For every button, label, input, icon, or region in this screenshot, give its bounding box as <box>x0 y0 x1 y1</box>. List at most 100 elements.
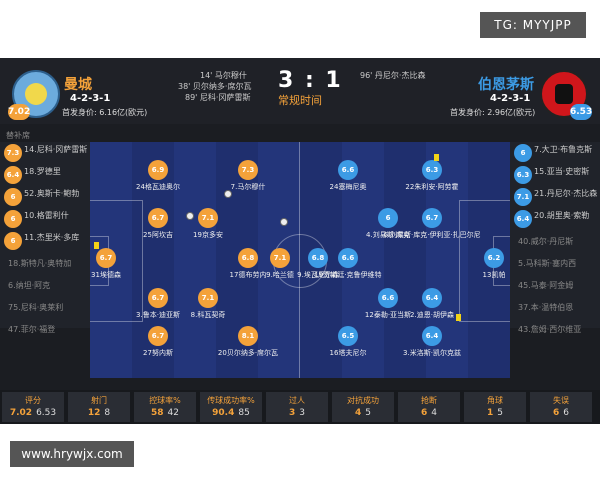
away-player-rating[interactable]: 6.3 <box>422 160 442 180</box>
stat-cell: 过人 3 3 <box>266 392 328 422</box>
stat-cell: 控球率% 58 42 <box>134 392 196 422</box>
stat-cell: 抢断 6 4 <box>398 392 460 422</box>
home-goal-event: 38' 贝尔纳多·席尔瓦 <box>178 82 252 91</box>
home-player-name: 8.科瓦契奇 <box>190 311 226 319</box>
away-team-name[interactable]: 伯恩茅斯 <box>478 77 534 93</box>
stat-cell: 对抗成功 4 5 <box>332 392 394 422</box>
home-penalty-box <box>90 200 143 322</box>
home-player-rating[interactable]: 6.9 <box>148 160 168 180</box>
stat-label: 评分 <box>25 396 41 405</box>
home-crest-icon <box>25 83 47 105</box>
home-player-name: 27努内斯 <box>143 349 173 357</box>
stat-values: 58 42 <box>134 408 196 418</box>
stat-label: 抢断 <box>421 396 437 405</box>
home-bench-title: 替补席 <box>6 131 30 140</box>
away-player-name: 22朱利安·阿劳霍 <box>405 183 459 191</box>
away-player-rating[interactable]: 6.8 <box>308 248 328 268</box>
away-player-name: 13凯帕 <box>482 271 506 279</box>
stat-cell: 失误 6 6 <box>530 392 592 422</box>
away-player-name: 16塔夫尼尔 <box>329 349 367 357</box>
home-player-rating[interactable]: 6.7 <box>148 326 168 346</box>
home-player-name: 20贝尔纳多·席尔瓦 <box>217 349 279 357</box>
away-bench-rating: 6.3 <box>514 166 532 184</box>
stat-home-value: 1 <box>487 408 494 418</box>
home-player-rating[interactable]: 7.1 <box>270 248 290 268</box>
home-player-rating[interactable]: 6.8 <box>238 248 258 268</box>
away-player-rating[interactable]: 6.6 <box>378 288 398 308</box>
away-player-name: 12泰勒·亚当斯 <box>364 311 412 319</box>
stat-cell: 传球成功率% 90.4 85 <box>200 392 262 422</box>
home-player-rating[interactable]: 6.7 <box>96 248 116 268</box>
home-player-rating[interactable]: 8.1 <box>238 326 258 346</box>
stat-label: 失误 <box>553 396 569 405</box>
home-bench-rating: 6 <box>4 232 22 250</box>
away-player-name: 9.埃瓦尼尔森 <box>297 271 339 279</box>
away-player-rating[interactable]: 6.2 <box>484 248 504 268</box>
watermark-tg: TG: MYYJPP <box>480 12 586 38</box>
home-formation: 4-2-3-1 <box>70 93 111 104</box>
away-bench-rating: 6.4 <box>514 210 532 228</box>
away-bench-rating: 6 <box>514 144 532 162</box>
away-player-name: 2.迪恩·胡伊森 <box>410 311 454 319</box>
goal-ball-icon <box>280 218 288 226</box>
away-player-rating[interactable]: 6.4 <box>422 326 442 346</box>
stat-values: 12 8 <box>68 408 130 418</box>
away-player-name: 19贾斯廷·克鲁伊维特 <box>314 271 382 279</box>
stat-away-value: 6 <box>563 408 569 418</box>
away-player-rating[interactable]: 6.6 <box>338 248 358 268</box>
away-bench-name: 20.胡里奥·索勒 <box>534 211 590 220</box>
home-player-rating[interactable]: 7.1 <box>198 208 218 228</box>
home-bench-name: 75.尼科·奥莱利 <box>8 303 64 312</box>
home-player-name: 25阿坎吉 <box>143 231 173 239</box>
away-bench-name: 37.本·温特伯恩 <box>518 303 574 312</box>
home-player-rating[interactable]: 7.3 <box>238 160 258 180</box>
away-player-rating[interactable]: 6.4 <box>422 288 442 308</box>
away-bench-name: 43.詹姆·西尔维亚 <box>518 325 582 334</box>
away-bench-name: 21.丹尼尔·杰比森 <box>534 189 598 198</box>
away-bench-name: 40.威尔·丹尼斯 <box>518 237 574 246</box>
away-value: 首发身价: 2.96亿(欧元) <box>450 108 536 117</box>
away-bench-name: 15.亚当·史密斯 <box>534 167 590 176</box>
yellow-card-icon <box>94 242 99 249</box>
away-player-name: 3.米洛斯·凯尔克兹 <box>403 349 461 357</box>
stat-home-value: 6 <box>553 408 560 418</box>
stat-values: 90.4 85 <box>200 408 262 418</box>
stat-home-value: 58 <box>151 408 164 418</box>
pitch: 6.7 31埃德森 6.7 27努内斯 6.7 3.鲁本·迪亚斯 6.7 25阿坎吉 6.9 24… <box>90 142 510 378</box>
home-bench-rating: 6 <box>4 188 22 206</box>
home-bench-rating: 6 <box>4 210 22 228</box>
match-status: 常规时间 <box>278 94 322 107</box>
stat-away-value: 5 <box>497 408 503 418</box>
home-team-name[interactable]: 曼城 <box>64 77 92 93</box>
away-formation: 4-2-3-1 <box>490 93 531 104</box>
yellow-card-icon <box>456 314 461 321</box>
stat-label: 对抗成功 <box>347 396 379 405</box>
home-player-name: 19京多安 <box>193 231 223 239</box>
stat-away-value: 5 <box>365 408 371 418</box>
home-bench-name: 6.纳坦·阿克 <box>8 281 51 290</box>
home-player-name: 24格瓦迪奥尔 <box>136 183 180 191</box>
home-bench-rating: 6.4 <box>4 166 22 184</box>
stat-away-value: 6.53 <box>36 408 57 418</box>
home-bench-name: 52.奥斯卡·鲍勃 <box>24 189 80 198</box>
stat-home-value: 12 <box>87 408 101 418</box>
home-player-rating[interactable]: 6.7 <box>148 208 168 228</box>
home-player-rating[interactable]: 6.7 <box>148 288 168 308</box>
goal-ball-icon <box>224 190 232 198</box>
away-player-rating[interactable]: 6.7 <box>422 208 442 228</box>
away-player-rating[interactable]: 6.6 <box>338 160 358 180</box>
watermark-url: www.hrywjx.com <box>10 441 134 467</box>
stat-values: 7.02 6.53 <box>2 408 64 418</box>
home-player-rating[interactable]: 7.1 <box>198 288 218 308</box>
away-player-rating[interactable]: 6 <box>378 208 398 228</box>
stat-cell: 评分 7.02 6.53 <box>2 392 64 422</box>
home-player-name: 31埃德森 <box>91 271 121 279</box>
away-bench-name: 5.马科斯·塞内西 <box>518 259 577 268</box>
away-penalty-box <box>459 200 510 322</box>
stat-label: 射门 <box>91 396 107 405</box>
away-player-rating[interactable]: 6.5 <box>338 326 358 346</box>
away-bench-rating: 7.1 <box>514 188 532 206</box>
